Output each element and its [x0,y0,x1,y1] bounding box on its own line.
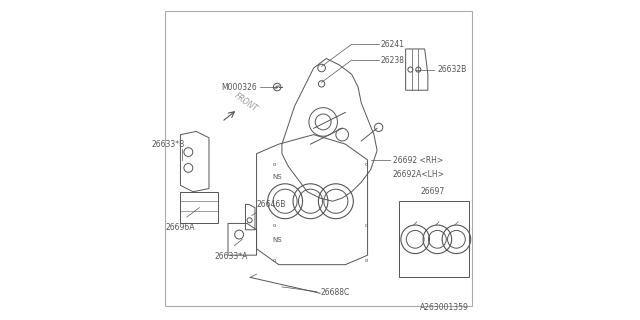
Text: 26696A: 26696A [166,223,195,232]
Text: 26692 <RH>: 26692 <RH> [393,156,443,164]
Text: M000326: M000326 [221,83,257,92]
Text: 26697: 26697 [420,188,445,196]
Text: FRONT: FRONT [233,92,259,114]
Bar [399,201,469,277]
Text: o: o [364,162,368,167]
Text: o: o [272,258,276,262]
Text: 26688C: 26688C [320,288,349,297]
Text: NS: NS [273,174,282,180]
Text: o: o [272,223,276,228]
Text: o: o [272,162,276,167]
Text: NS: NS [273,237,282,244]
Text: 26241: 26241 [380,40,404,49]
Text: 26646B: 26646B [257,200,286,209]
Text: 26692A<LH>: 26692A<LH> [393,170,445,179]
Text: o: o [364,223,368,228]
Text: A263001359: A263001359 [420,303,469,312]
Text: 26633*A: 26633*A [214,252,248,261]
Text: 26633*B: 26633*B [151,140,184,149]
Text: 26632B: 26632B [437,65,467,74]
Text: 26238: 26238 [380,56,404,65]
Text: o: o [364,258,368,262]
